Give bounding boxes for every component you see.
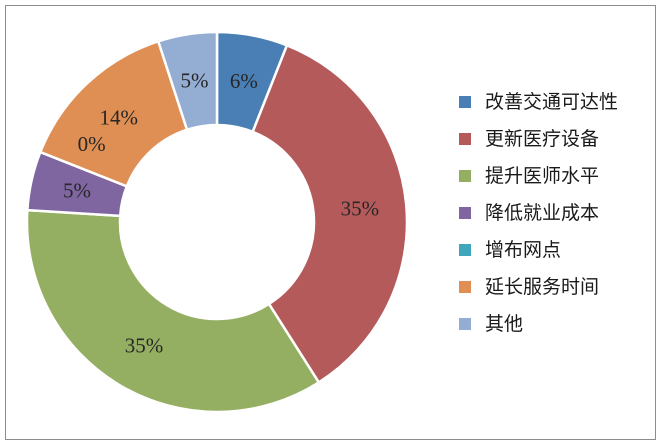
slice-data-label: 35% (341, 196, 380, 220)
donut-slice (157, 30, 219, 131)
legend-label: 延长服务时间 (485, 276, 599, 298)
donut-slice (251, 44, 409, 384)
slice-data-label: 0% (78, 132, 106, 156)
donut-slice (25, 208, 321, 414)
legend-swatch (459, 244, 471, 256)
legend-label: 提升医师水平 (485, 165, 599, 187)
legend-label: 降低就业成本 (485, 202, 599, 224)
legend-label: 更新医疗设备 (485, 128, 599, 150)
legend-swatch (459, 170, 471, 182)
legend-label: 改善交通可达性 (485, 91, 618, 113)
legend-swatch (459, 133, 471, 145)
legend-swatch (459, 318, 471, 330)
legend-label: 增布网点 (485, 239, 561, 261)
slice-data-label: 5% (63, 179, 91, 203)
legend-label: 其他 (485, 313, 523, 335)
legend-swatch (459, 207, 471, 219)
slice-data-label: 6% (230, 69, 258, 93)
legend-swatch (459, 96, 471, 108)
slice-data-label: 14% (100, 105, 139, 129)
slice-data-label: 35% (125, 334, 164, 358)
legend-swatch (459, 281, 471, 293)
slice-data-label: 5% (181, 68, 209, 92)
data-labels: 6% 35% 35% 5% 0% 14% 5% (63, 68, 379, 357)
donut-slices (25, 30, 409, 414)
